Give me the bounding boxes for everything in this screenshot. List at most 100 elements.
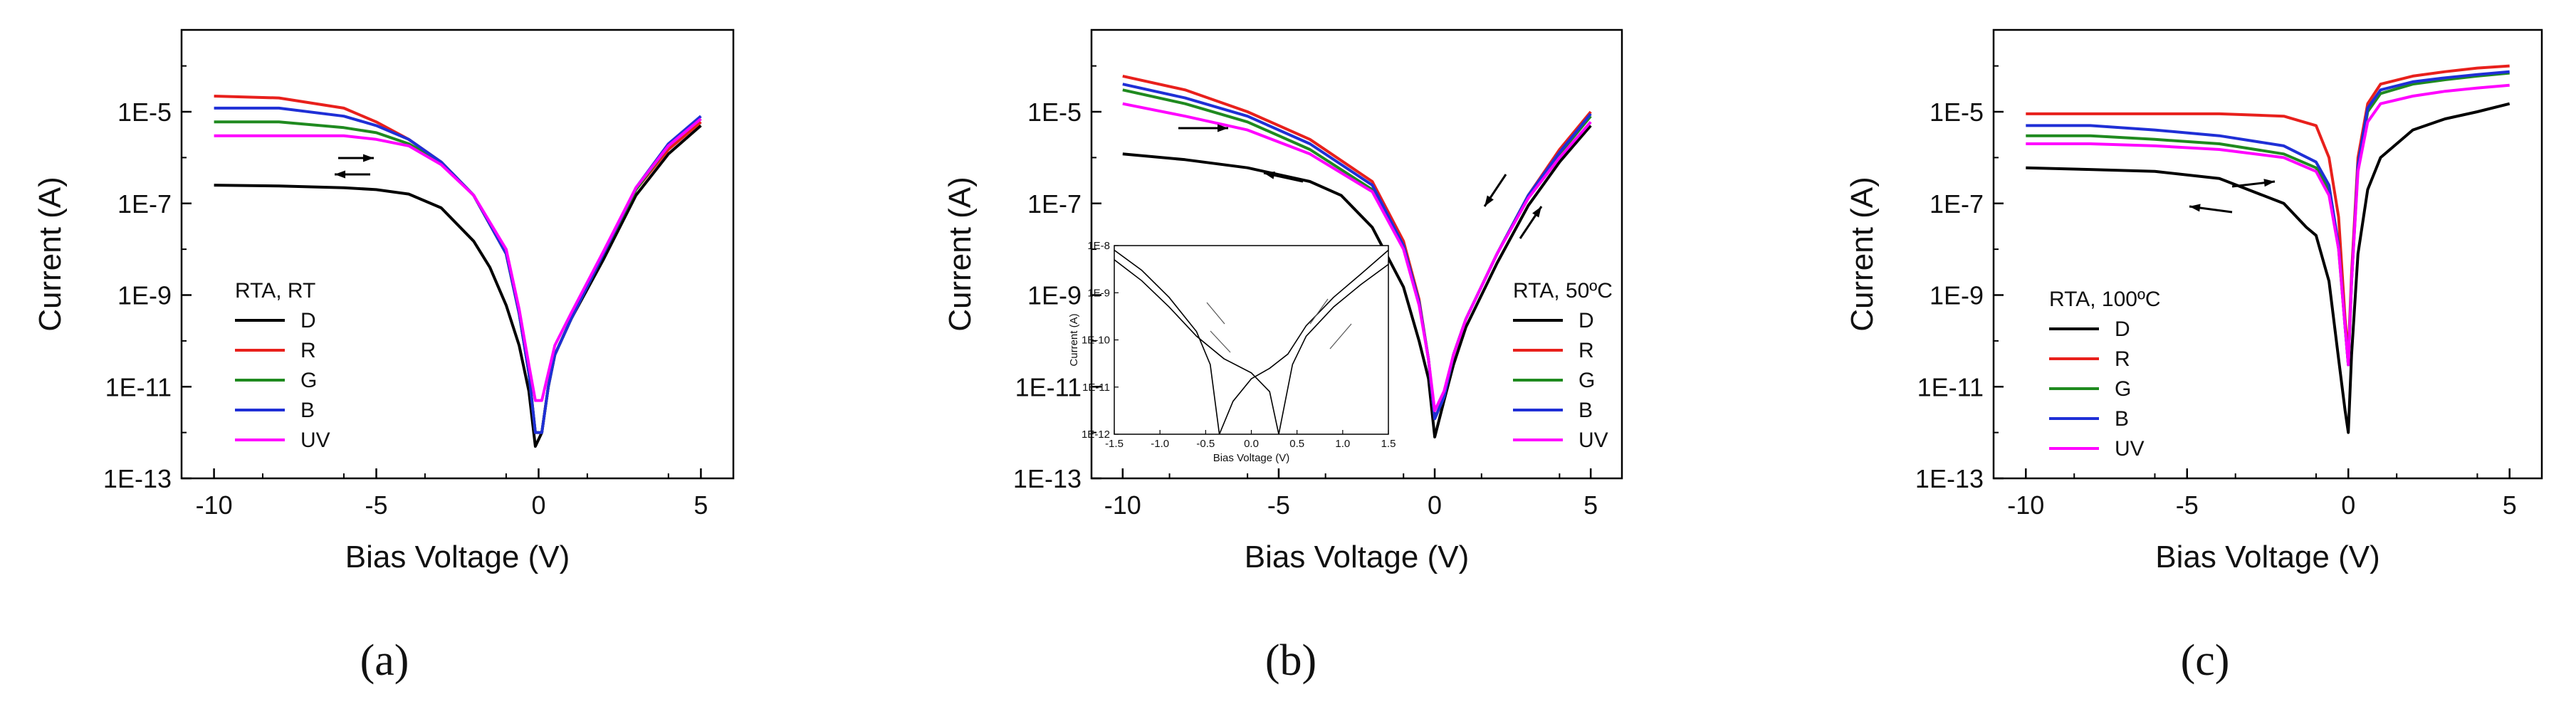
legend-label-R: R <box>300 339 316 362</box>
y-tick-label: 1E-7 <box>1027 189 1082 219</box>
arrow-left-icon <box>1263 171 1304 183</box>
arrow-down-left-icon <box>1483 174 1507 207</box>
y-tick-label: 1E-9 <box>1930 281 1984 310</box>
chart-panel-3: -10 -5 0 5 1E-13 1E-11 1E-9 1E-7 1E-5 Bias Voltag… <box>1845 28 2543 685</box>
plot-frame <box>1992 28 2543 480</box>
panel-label: (c) <box>2181 636 2230 685</box>
inset-x-tick-label: -1.5 <box>1105 438 1124 450</box>
inset-y-tick-label: 1E-12 <box>1082 429 1110 441</box>
chart-panel-2: -10 -5 0 5 1E-13 1E-11 1E-9 1E-7 1E-5 Bias Voltag… <box>943 28 1623 685</box>
plot-frame <box>1090 28 1623 480</box>
legend-label-G: G <box>1578 369 1595 392</box>
legend-label-R: R <box>2115 347 2130 371</box>
inset-x-tick-label: 0.0 <box>1244 438 1259 450</box>
inset-y-axis-title: Current (A) <box>1068 313 1080 366</box>
inset-arrow-icon <box>1210 330 1231 353</box>
series-line-D <box>2026 102 2510 434</box>
series-line-R <box>2026 64 2510 357</box>
legend-label-G: G <box>300 369 317 392</box>
x-tick-label: 0 <box>2341 490 2355 520</box>
arrow-right-icon <box>2231 179 2276 188</box>
series-line-UV <box>214 117 702 402</box>
y-tick-label: 1E-13 <box>1915 464 1984 493</box>
inset-chart: -1.5 -1.0 -0.5 0.0 0.5 1.0 1.5 1E-12 1E-11 1E-10 1… <box>1068 240 1396 464</box>
y-tick-label: 1E-13 <box>103 464 172 493</box>
legend-title: RTA, 100ºC <box>2049 288 2161 311</box>
y-axis-title: Current (A) <box>33 177 68 332</box>
inset-x-tick-label: 0.5 <box>1289 438 1304 450</box>
x-axis-title: Bias Voltage (V) <box>1245 540 1470 574</box>
series-line-R <box>214 95 702 434</box>
legend-label-B: B <box>300 399 315 422</box>
arrow-up-right-icon <box>1519 206 1543 239</box>
inset-x-tick-label: 1.5 <box>1381 438 1396 450</box>
y-tick-label: 1E-5 <box>1027 98 1082 127</box>
x-tick-label: 0 <box>1428 490 1442 520</box>
inset-frame <box>1114 245 1389 435</box>
inset-arrow-icon <box>1329 323 1352 350</box>
inset-y-tick-label: 1E-10 <box>1082 335 1110 347</box>
legend-label-B: B <box>2115 407 2129 431</box>
series-line-D <box>1122 125 1592 438</box>
series-group <box>1122 74 1592 438</box>
series-line-UV <box>2026 83 2510 367</box>
x-tick-label: -5 <box>365 490 388 520</box>
inset-series-forward <box>1114 249 1388 434</box>
x-tick-label: 5 <box>2503 490 2517 520</box>
x-tick-label: -5 <box>2176 490 2199 520</box>
legend-label-R: R <box>1578 339 1594 362</box>
panel-label: (a) <box>360 636 409 685</box>
y-tick-label: 1E-5 <box>117 98 172 127</box>
legend-label-UV: UV <box>300 429 330 452</box>
legend-label-UV: UV <box>2115 437 2145 461</box>
legend-label-D: D <box>300 309 316 332</box>
plot-frame <box>180 28 735 480</box>
x-tick-label: -10 <box>1104 490 1141 520</box>
inset-x-tick-label: -1.0 <box>1151 438 1169 450</box>
y-tick-label: 1E-5 <box>1930 98 1984 127</box>
inset-x-axis-title: Bias Voltage (V) <box>1213 452 1290 464</box>
x-tick-label: -10 <box>196 490 233 520</box>
y-tick-label: 1E-7 <box>117 189 172 219</box>
series-group <box>214 95 702 448</box>
series-group <box>2026 64 2510 434</box>
legend-title: RTA, RT <box>235 279 315 303</box>
x-tick-label: 5 <box>1583 490 1598 520</box>
series-line-UV <box>1122 102 1592 412</box>
panel-label: (b) <box>1265 636 1316 685</box>
inset-x-tick-label: -0.5 <box>1196 438 1215 450</box>
y-axis-title: Current (A) <box>943 177 978 332</box>
inset-x-tick-label: 1.0 <box>1335 438 1350 450</box>
y-tick-label: 1E-9 <box>1027 281 1082 310</box>
y-tick-label: 1E-11 <box>1917 372 1984 401</box>
legend-label-UV: UV <box>1578 429 1608 452</box>
y-axis-title: Current (A) <box>1845 177 1880 332</box>
inset-series-reverse <box>1114 259 1388 434</box>
inset-arrow-icon <box>1309 298 1329 325</box>
y-tick-label: 1E-13 <box>1013 464 1082 493</box>
y-tick-label: 1E-9 <box>117 281 172 310</box>
inset-y-tick-label: 1E-8 <box>1087 240 1110 252</box>
x-tick-label: 0 <box>531 490 545 520</box>
y-tick-label: 1E-7 <box>1930 189 1984 219</box>
x-tick-label: -10 <box>2007 490 2044 520</box>
arrow-left-icon <box>335 170 370 179</box>
y-tick-label: 1E-11 <box>105 372 172 401</box>
legend-label-G: G <box>2115 377 2131 401</box>
series-line-B <box>214 106 702 434</box>
legend-label-D: D <box>2115 317 2130 341</box>
inset-arrow-icon <box>1206 302 1225 325</box>
legend-label-B: B <box>1578 399 1593 422</box>
x-axis-title: Bias Voltage (V) <box>345 540 570 574</box>
legend-label-D: D <box>1578 309 1594 332</box>
inset-y-tick-label: 1E-11 <box>1082 382 1110 394</box>
x-axis-title: Bias Voltage (V) <box>2155 540 2380 574</box>
x-tick-label: 5 <box>693 490 708 520</box>
series-line-D <box>214 124 702 448</box>
inset-y-tick-label: 1E-9 <box>1087 287 1110 299</box>
chart-panel-1: -10 -5 0 5 1E-13 1E-11 1E-9 1E-7 1E-5 Bias Voltag… <box>33 28 735 685</box>
